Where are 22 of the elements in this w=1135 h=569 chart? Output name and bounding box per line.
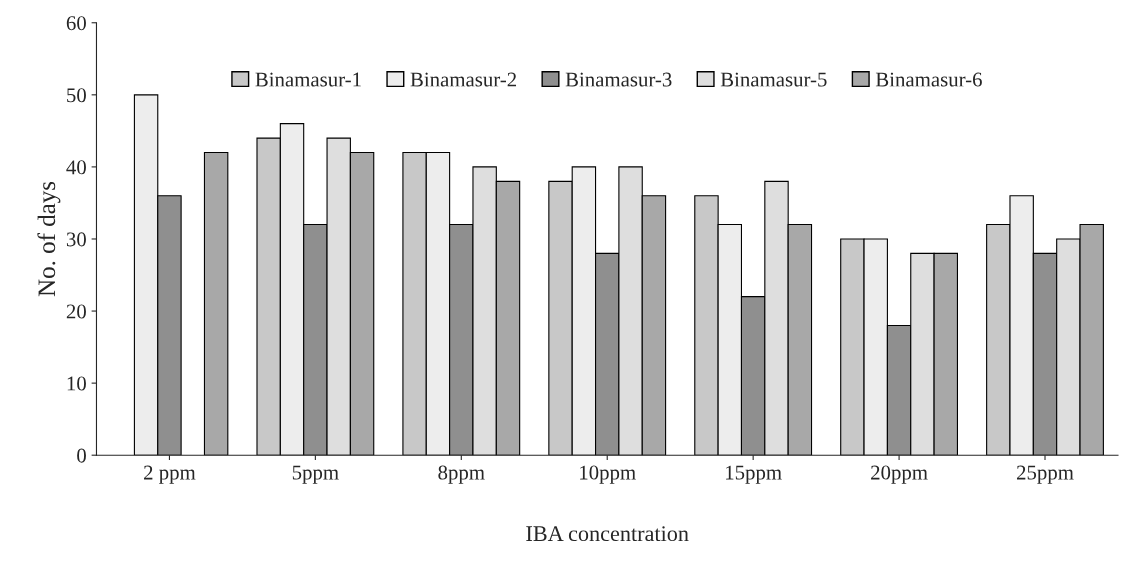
legend-label: Binamasur-6 (875, 72, 982, 87)
y-tick-label: 30 (66, 232, 86, 247)
x-tick-label: 20ppm (871, 465, 928, 484)
y-tick-label: 0 (77, 448, 86, 463)
y-tick-label: 50 (67, 88, 86, 103)
x-tick-label: 5ppm (292, 465, 339, 484)
legend-label: Binamasur-5 (720, 72, 827, 87)
bar (203, 151, 229, 456)
y-tick-label: 20 (66, 304, 86, 319)
x-tick-label: 25ppm (1016, 465, 1074, 484)
x-tick-label: 2 ppm (144, 465, 196, 484)
x-tick-label: 15ppm (726, 465, 782, 484)
y-tick-label: 40 (66, 160, 86, 175)
x-tick-label: 8ppm (438, 465, 485, 484)
legend-label: Binamasur-3 (565, 72, 672, 87)
x-axis-title: IBA concentration (526, 526, 689, 542)
y-tick-label: 10 (67, 376, 86, 391)
legend-label: Binamasur-1 (255, 72, 361, 87)
y-tick-label: 60 (66, 16, 86, 31)
legend-label: Binamasur-2 (410, 72, 517, 87)
x-tick-label: 10ppm (580, 465, 636, 484)
y-axis-title: No. of days (37, 181, 61, 297)
